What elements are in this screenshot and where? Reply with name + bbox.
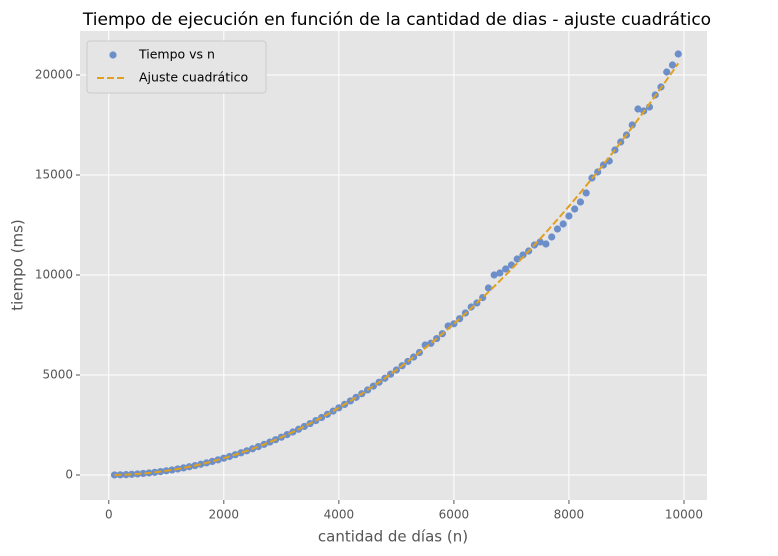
legend-box xyxy=(86,40,267,94)
data-point xyxy=(542,240,550,248)
y-tick-label: 10000 xyxy=(35,268,73,282)
y-axis-label: tiempo (ms) xyxy=(9,219,27,311)
data-point xyxy=(663,68,671,76)
data-point xyxy=(553,225,562,233)
x-tick-label: 0 xyxy=(105,508,113,522)
data-point xyxy=(674,50,682,58)
data-point xyxy=(548,233,556,241)
data-point xyxy=(128,470,136,478)
data-point xyxy=(582,189,590,197)
data-point xyxy=(502,265,510,273)
data-point xyxy=(628,121,636,129)
data-point xyxy=(559,220,567,228)
y-tick-label: 0 xyxy=(65,468,73,482)
data-point xyxy=(139,469,147,478)
data-point xyxy=(496,269,504,277)
data-point xyxy=(634,105,642,113)
data-point xyxy=(208,457,216,465)
data-point xyxy=(576,198,585,206)
x-tick-label: 6000 xyxy=(439,508,470,522)
x-tick-label: 4000 xyxy=(324,508,355,522)
x-tick-label: 8000 xyxy=(554,508,585,522)
data-point xyxy=(571,205,579,213)
data-point xyxy=(237,449,245,457)
chart-title: Tiempo de ejecución en función de la can… xyxy=(82,10,711,30)
plot-area xyxy=(80,31,707,500)
data-point xyxy=(254,443,262,451)
data-point xyxy=(536,238,544,246)
x-tick-label: 10000 xyxy=(665,508,703,522)
fit-line xyxy=(114,62,680,476)
legend-swatch xyxy=(109,51,117,59)
x-axis-label: cantidad de días (n) xyxy=(318,528,468,546)
y-tick-label: 15000 xyxy=(35,168,73,182)
data-point xyxy=(490,271,498,279)
data-point xyxy=(168,466,176,474)
data-point xyxy=(668,61,677,69)
legend-label: Ajuste cuadrático xyxy=(139,70,248,85)
y-tick-label: 5000 xyxy=(42,368,73,382)
y-tick-label: 20000 xyxy=(35,68,73,82)
data-point xyxy=(197,460,205,468)
data-point xyxy=(565,212,573,220)
data-point xyxy=(179,464,188,472)
x-tick-label: 2000 xyxy=(209,508,240,522)
data-point xyxy=(484,284,493,292)
legend-label: Tiempo vs n xyxy=(138,47,215,62)
